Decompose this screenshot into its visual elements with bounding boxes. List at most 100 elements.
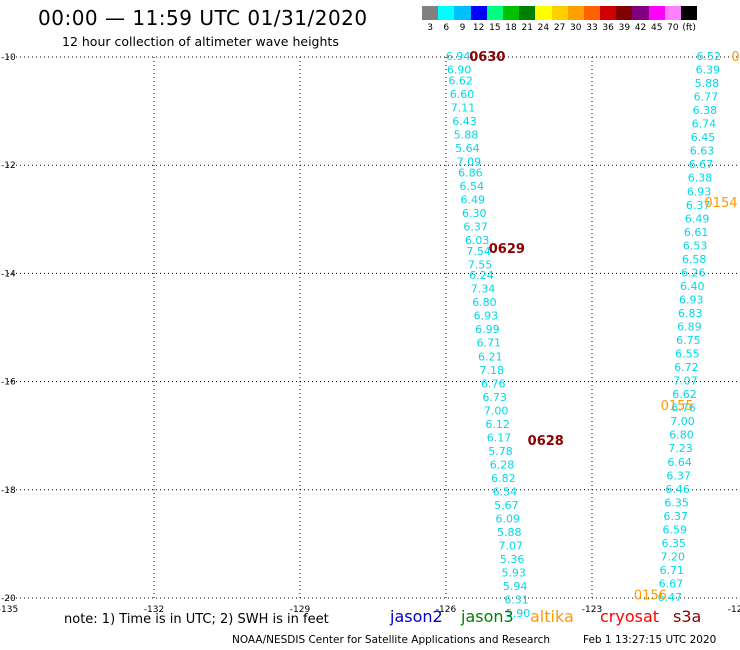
swh-value-label: 7.09 (457, 155, 482, 168)
color-scale-swatch (438, 6, 455, 20)
color-scale-label: 9 (459, 23, 466, 33)
swh-value-label: 7.34 (471, 283, 496, 296)
swh-value-label: 6.35 (664, 496, 689, 509)
swh-value-label: 6.77 (694, 91, 719, 104)
swh-value-label: 6.30 (462, 207, 487, 220)
swh-value-label: 6.26 (681, 266, 706, 279)
swh-value-label: 6.17 (487, 431, 512, 444)
swh-value-label: 6.45 (691, 131, 716, 144)
satellite-legend-jason3: jason3 (461, 607, 514, 626)
color-scale-label: 70 (667, 23, 679, 33)
swh-value-label: 6.60 (450, 88, 475, 101)
swh-value-label: 6.40 (680, 280, 705, 293)
color-scale-swatch (583, 6, 601, 20)
swh-value-label: 6.71 (660, 564, 685, 577)
generated-datetime: Feb 1 13:27:15 UTC 2020 (583, 634, 717, 646)
swh-value-label: 6.37 (686, 199, 711, 212)
swh-value-label: 6.12 (485, 418, 510, 431)
color-scale-swatch (567, 6, 584, 20)
chart-subtitle: 12 hour collection of altimeter wave hei… (62, 34, 339, 49)
color-scale-label: 36 (602, 23, 614, 33)
swh-value-label: 6.49 (685, 212, 710, 225)
chart-title: 00:00 — 11:59 UTC 01/31/2020 (38, 6, 368, 30)
swh-value-label: 6.83 (678, 307, 703, 320)
swh-value-label: 6.52 (697, 50, 722, 63)
color-scale-swatch (648, 6, 665, 20)
color-scale-label: 30 (570, 23, 582, 33)
y-tick-label: -20 (1, 594, 16, 604)
swh-value-label: 6.46 (665, 483, 690, 496)
color-scale-label: 45 (650, 23, 663, 33)
x-tick-label: -129 (290, 605, 311, 615)
color-scale-label: (ft) (682, 23, 696, 33)
swh-value-label: 7.00 (670, 415, 695, 428)
swh-value-label: 7.07 (498, 540, 523, 553)
color-scale-swatch (519, 6, 536, 20)
color-scale-legend: 3 6 9 12 15 18 21 24 27 30 33 36 39 42 45 70 (ft) (422, 6, 698, 33)
pass-time-label: 0628 (528, 434, 564, 449)
color-scale-swatch (632, 6, 649, 20)
color-scale-label: 27 (553, 23, 566, 33)
swh-value-label: 6.67 (689, 158, 714, 171)
satellite-legend-cryosat: cryosat (600, 607, 660, 626)
swh-value-label: 6.37 (663, 510, 688, 523)
swh-value-label: 6.54 (493, 486, 518, 499)
swh-value-label: 6.31 (504, 594, 529, 607)
swh-value-label: 6.94 (446, 50, 471, 63)
swh-value-label: 7.11 (451, 101, 476, 114)
swh-value-label: 6.37 (666, 469, 691, 482)
swh-value-label: 6.59 (662, 523, 687, 536)
swh-value-label: 6.93 (679, 293, 704, 306)
y-tick-label: -18 (1, 486, 16, 496)
swh-value-label: 6.80 (472, 296, 497, 309)
color-scale-label: 3 (427, 23, 433, 33)
swh-value-label: 6.53 (683, 239, 708, 252)
swh-value-label: 6.93 (474, 310, 499, 323)
swh-value-label: 6.86 (458, 166, 483, 179)
color-scale-label: 42 (634, 23, 647, 33)
x-tick-label: -132 (144, 605, 164, 615)
color-scale-swatch (551, 6, 568, 20)
satellite-legend-s3a: s3a (673, 607, 702, 626)
swh-value-label: 6.71 (477, 337, 502, 350)
swh-value-label: 7.55 (468, 258, 493, 271)
pass-time-label: 0629 (489, 242, 525, 257)
pass-time-label: 0630 (469, 50, 505, 65)
swh-value-label: 7.23 (668, 442, 693, 455)
swh-value-label: 5.94 (503, 580, 528, 593)
color-scale-swatch (600, 6, 617, 20)
swh-value-label: 6.67 (659, 577, 684, 590)
swh-value-label: 6.99 (475, 323, 500, 336)
swh-value-label: 5.88 (454, 128, 479, 141)
color-scale-swatch (470, 6, 487, 20)
color-scale-swatch (535, 6, 552, 20)
y-tick-label: -16 (1, 378, 16, 388)
y-tick-label: -14 (1, 269, 16, 279)
swh-value-label: 6.76 (481, 377, 506, 390)
swh-value-label: 6.89 (677, 321, 702, 334)
pass-time-label: 0156 (634, 588, 667, 603)
swh-value-label: 6.03 (465, 234, 490, 247)
color-scale-swatch (616, 6, 633, 20)
swh-value-label: 6.61 (684, 226, 709, 239)
swh-value-label: 6.64 (667, 456, 692, 469)
swh-value-label: 6.24 (469, 269, 494, 282)
swh-value-label: 6.54 (460, 180, 485, 193)
swh-value-label: 5.67 (494, 499, 519, 512)
swh-value-label: 6.82 (491, 472, 516, 485)
color-scale-swatch (681, 6, 698, 20)
x-tick-label: -126 (436, 605, 457, 615)
swh-value-label: 6.90 (447, 64, 472, 77)
x-tick-label: -120 (728, 605, 740, 615)
color-scale-swatch (486, 6, 503, 20)
swh-value-label: 6.55 (675, 348, 700, 361)
swh-value-label: 6.37 (463, 220, 488, 233)
swh-value-label: 5.88 (497, 526, 522, 539)
swh-value-label: 6.73 (482, 391, 507, 404)
swh-value-label: 5.36 (500, 553, 525, 566)
footer-note: note: 1) Time is in UTC; 2) SWH is in fe… (64, 612, 329, 627)
color-scale-label: 24 (537, 23, 550, 33)
credit-text: NOAA/NESDIS Center for Satellite Applica… (232, 634, 550, 646)
